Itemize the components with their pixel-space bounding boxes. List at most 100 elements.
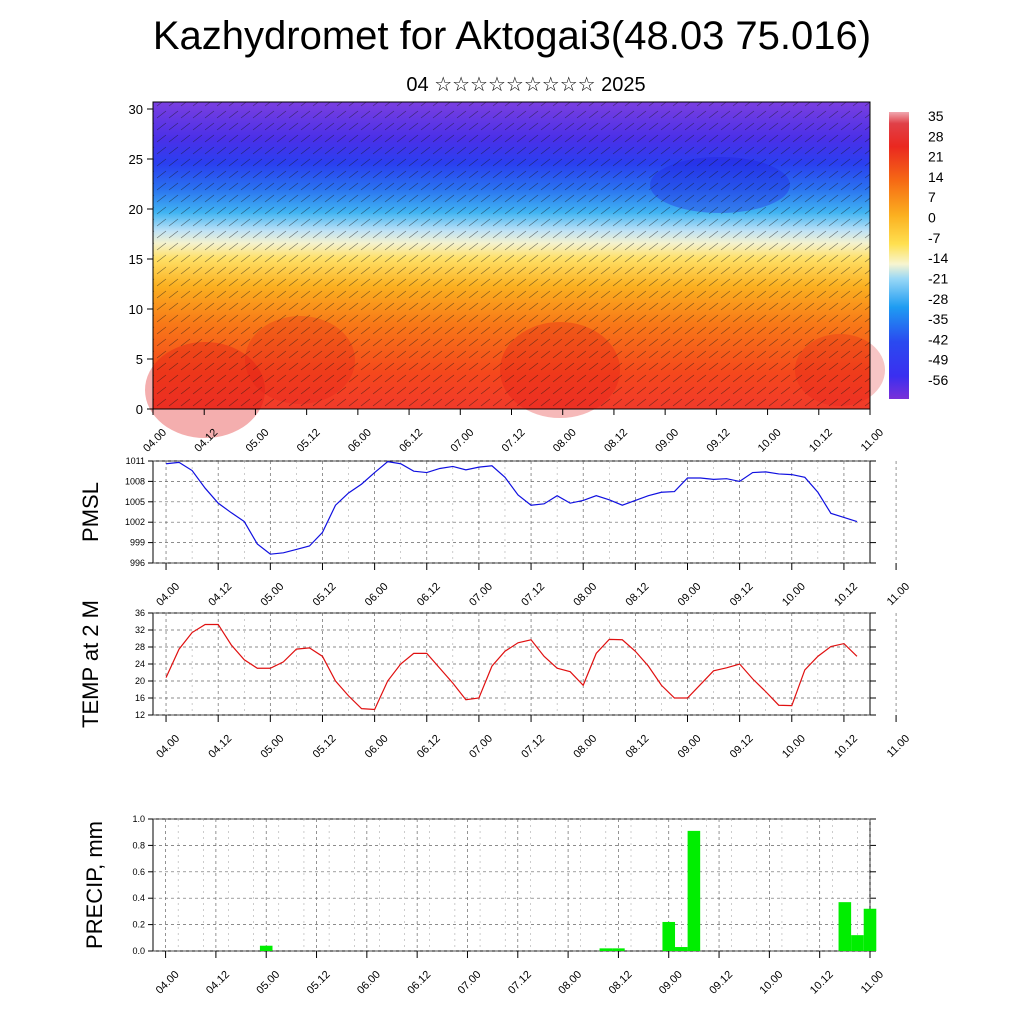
y-tick-label: 20 xyxy=(129,202,143,217)
x-tick-label: 05.12 xyxy=(311,581,339,609)
y-tick-label: 36 xyxy=(135,608,145,618)
x-tick-label: 08.00 xyxy=(571,733,599,761)
colorbar-label: 35 xyxy=(928,108,944,124)
x-tick-label: 05.00 xyxy=(258,581,286,609)
x-tick-label: 04.12 xyxy=(204,969,232,997)
colorbar-label: -7 xyxy=(928,230,941,246)
colorbar-label: -49 xyxy=(928,352,948,368)
x-tick-label: 04.00 xyxy=(154,733,182,761)
y-tick-label: 0.2 xyxy=(132,920,145,930)
x-tick-label: 10.12 xyxy=(808,969,836,997)
x-tick-label: 08.12 xyxy=(607,969,635,997)
y-axis-label: TEMP at 2 M xyxy=(78,600,103,728)
x-tick-label: 10.12 xyxy=(807,427,835,455)
x-tick-label: 08.00 xyxy=(556,969,584,997)
x-tick-label: 08.12 xyxy=(602,427,630,455)
y-tick-label: 15 xyxy=(129,252,143,267)
colorbar-label: 21 xyxy=(928,149,944,165)
colorbar-label: 28 xyxy=(928,128,944,144)
precip-bar xyxy=(838,902,852,951)
y-tick-label: 32 xyxy=(135,625,145,635)
x-tick-label: 10.00 xyxy=(780,733,808,761)
precip-bar xyxy=(259,945,273,951)
x-tick-label: 10.00 xyxy=(756,427,784,455)
x-tick-label: 11.00 xyxy=(859,427,886,454)
colorbar-label: -56 xyxy=(928,372,948,388)
colorbar-label: 0 xyxy=(928,210,936,226)
x-tick-label: 04.12 xyxy=(206,581,234,609)
y-tick-label: 1.0 xyxy=(132,814,145,824)
colorbar-label: 14 xyxy=(928,169,944,185)
x-tick-label: 10.00 xyxy=(780,581,808,609)
x-tick-label: 07.12 xyxy=(519,733,547,761)
x-tick-label: 07.12 xyxy=(519,581,547,609)
y-tick-label: 30 xyxy=(129,102,143,117)
precip-bar xyxy=(612,948,625,951)
y-tick-label: 996 xyxy=(130,558,145,568)
x-tick-label: 07.00 xyxy=(467,581,495,609)
x-tick-label: 05.00 xyxy=(244,427,272,455)
x-tick-label: 06.00 xyxy=(346,427,374,455)
x-tick-label: 08.12 xyxy=(624,733,652,761)
colorbar-label: -28 xyxy=(928,291,948,307)
y-axis-label: PRECIP, mm xyxy=(82,821,107,949)
x-tick-label: 06.12 xyxy=(415,733,443,761)
y-tick-label: 1002 xyxy=(125,517,145,527)
y-tick-label: 0.0 xyxy=(132,946,145,956)
precip-bar xyxy=(687,830,701,951)
x-tick-label: 10.12 xyxy=(832,733,860,761)
y-tick-label: 16 xyxy=(135,693,145,703)
y-tick-label: 12 xyxy=(135,710,145,720)
precip-bar xyxy=(863,908,877,951)
x-tick-label: 06.12 xyxy=(405,969,433,997)
colorbar-label: -21 xyxy=(928,270,948,286)
y-axis-label: PMSL xyxy=(78,482,103,542)
x-tick-label: 05.00 xyxy=(258,733,286,761)
precip-bar xyxy=(662,921,676,951)
x-tick-label: 06.00 xyxy=(355,969,383,997)
y-tick-label: 0.4 xyxy=(132,893,145,903)
y-tick-label: 1008 xyxy=(125,476,145,486)
x-tick-label: 11.00 xyxy=(859,969,886,996)
plot-frame xyxy=(152,460,871,564)
page-title: Kazhydromet for Aktogai3(48.03 75.016) xyxy=(152,14,872,58)
x-tick-label: 07.12 xyxy=(500,427,528,455)
x-tick-label: 09.12 xyxy=(728,581,756,609)
x-tick-label: 09.00 xyxy=(657,969,685,997)
x-tick-label: 05.12 xyxy=(305,969,333,997)
x-tick-label: 07.00 xyxy=(467,733,495,761)
x-tick-label: 09.12 xyxy=(705,427,733,455)
x-tick-label: 04.12 xyxy=(206,733,234,761)
x-tick-label: 04.00 xyxy=(154,581,182,609)
x-tick-label: 07.00 xyxy=(456,969,484,997)
colorbar xyxy=(889,112,909,399)
y-tick-label: 28 xyxy=(135,642,145,652)
x-tick-label: 05.00 xyxy=(254,969,282,997)
colorbar-label: 7 xyxy=(928,189,936,205)
x-tick-label: 08.00 xyxy=(571,581,599,609)
x-tick-label: 09.00 xyxy=(676,733,704,761)
x-tick-label: 09.00 xyxy=(653,427,681,455)
x-tick-label: 04.00 xyxy=(141,427,169,455)
wind-vectors xyxy=(153,102,870,409)
x-tick-label: 10.12 xyxy=(832,581,860,609)
x-tick-label: 07.12 xyxy=(506,969,534,997)
x-tick-label: 11.00 xyxy=(885,733,912,760)
x-tick-label: 04.00 xyxy=(154,969,182,997)
x-tick-label: 09.12 xyxy=(707,969,735,997)
y-tick-label: 10 xyxy=(129,302,143,317)
x-tick-label: 08.00 xyxy=(551,427,579,455)
pmsl-chart: 1011 1008 1005 1002 999 996 04.00 04.12 05.00 05.… xyxy=(78,456,912,609)
y-tick-label: 25 xyxy=(129,152,143,167)
y-tick-label: 0 xyxy=(136,402,143,417)
colorbar-label: -42 xyxy=(928,331,948,347)
precip-bar xyxy=(851,935,864,951)
y-tick-label: 5 xyxy=(136,352,143,367)
y-tick-label: 999 xyxy=(130,538,145,548)
x-tick-label: 06.12 xyxy=(397,427,425,455)
precip-chart: 1.0 0.8 0.6 0.4 0.2 0.0 04.00 04.12 05.00 05.12 06… xyxy=(82,814,886,997)
x-tick-label: 09.00 xyxy=(676,581,704,609)
x-tick-label: 09.12 xyxy=(728,733,756,761)
